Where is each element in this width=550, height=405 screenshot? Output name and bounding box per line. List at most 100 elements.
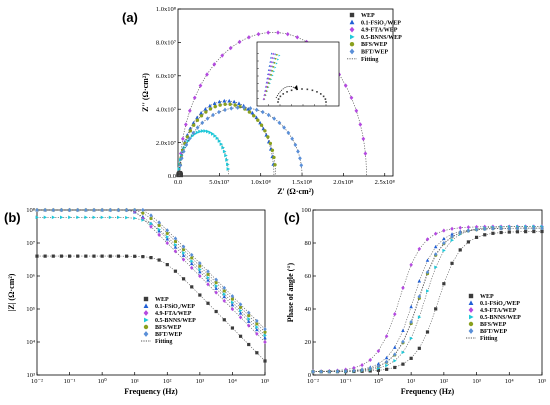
inset-point <box>282 93 285 95</box>
data-point <box>230 294 235 299</box>
data-point <box>214 309 218 314</box>
inset-arrow-curve <box>275 86 299 99</box>
data-point <box>51 207 56 213</box>
data-point <box>259 123 264 127</box>
data-point <box>191 120 196 125</box>
panel-b-ytick-label: 10⁵ <box>26 306 35 313</box>
data-point <box>524 230 528 234</box>
data-point <box>238 315 243 320</box>
inset-point <box>272 52 275 56</box>
panel-a-xtick-label: 5.0x10⁷ <box>209 179 229 186</box>
inset-point <box>277 101 279 103</box>
data-point <box>450 238 454 242</box>
series-4-9-fta-wep <box>35 207 267 345</box>
data-point <box>149 213 153 218</box>
data-point <box>425 237 430 242</box>
data-point <box>507 226 512 231</box>
panel-c-xtick-label: 10⁻² <box>307 378 319 385</box>
data-point <box>376 348 381 354</box>
data-point <box>363 151 368 156</box>
data-point <box>228 45 233 51</box>
data-point <box>466 240 470 244</box>
data-point <box>165 228 170 233</box>
panel-b: (b) 10⁻² 10⁻¹ 10⁰ 10¹ 10² 10³ 10⁴ 10⁵ 10³ 10⁴ 10⁵ 10… <box>4 207 269 396</box>
inset-point <box>272 65 275 68</box>
panel-c-xtick-label: 10¹ <box>407 378 416 385</box>
inset-point <box>271 69 274 72</box>
panel-b-ytick-label: 10⁸ <box>26 207 36 214</box>
data-point <box>482 226 487 232</box>
data-point <box>223 107 227 113</box>
data-point <box>124 207 129 213</box>
data-point <box>178 163 183 168</box>
data-point <box>165 237 170 241</box>
series-wep <box>176 170 183 178</box>
data-point <box>233 103 237 107</box>
data-point <box>425 270 430 275</box>
data-point <box>247 35 251 40</box>
data-point <box>185 135 190 139</box>
data-point <box>100 215 105 220</box>
data-point <box>187 108 192 114</box>
data-point <box>273 163 277 167</box>
panel-a: (a) 0.0 5.0x10⁷ 1.0x10⁸ 1.5x10⁸ 2.0x10⁸ 2.5x10… <box>122 6 402 196</box>
data-point <box>213 133 217 138</box>
data-point <box>189 252 194 258</box>
data-point <box>409 356 413 360</box>
data-point <box>230 303 235 307</box>
data-point <box>198 129 202 134</box>
legend-marker-0-1-fsio-wep <box>468 300 474 305</box>
data-point <box>198 270 202 274</box>
data-point <box>491 226 495 231</box>
fit-line-0-5-bnns-wep <box>37 217 266 336</box>
data-point <box>417 294 422 299</box>
data-point <box>220 53 225 58</box>
panel-c-label: (c) <box>284 210 300 225</box>
data-point <box>368 369 372 373</box>
fit-line-wep <box>37 255 266 362</box>
inset-point <box>286 91 288 93</box>
data-point <box>238 302 243 307</box>
legend-marker-0-1-fsio-wep <box>143 303 149 308</box>
data-point <box>442 236 446 241</box>
data-point <box>385 367 389 371</box>
data-point <box>198 293 202 297</box>
data-point <box>254 115 259 120</box>
panel-a-xtick-label: 1.5x10⁸ <box>292 179 313 186</box>
data-point <box>263 330 267 334</box>
panel-b-xtick-label: 10³ <box>196 378 205 385</box>
data-point <box>499 230 503 235</box>
panel-a-frame <box>177 8 394 177</box>
legend-label-bft-wep: BFT/WEP <box>480 329 507 335</box>
inset <box>256 41 340 107</box>
data-point <box>238 334 243 338</box>
data-point <box>141 207 145 213</box>
panel-b-frame <box>36 209 266 376</box>
data-point <box>474 227 479 232</box>
data-point <box>230 306 235 312</box>
panel-c-xlabel: Frequency (Hz) <box>401 387 455 396</box>
inset-point <box>268 69 271 72</box>
data-point <box>179 173 183 178</box>
panel-a-ytick-label: 2.0x10⁷ <box>156 140 176 147</box>
data-point <box>409 336 414 341</box>
data-point <box>206 269 210 274</box>
data-point <box>208 107 213 111</box>
data-point <box>157 258 161 262</box>
legend-marker-bfs-wep <box>349 42 355 47</box>
legend-label-0-1-fsio-wep: 0.1-FSiO₂/WEP <box>155 304 195 310</box>
data-point <box>393 365 397 370</box>
data-point <box>384 334 389 339</box>
data-point <box>393 352 397 357</box>
data-point <box>393 312 397 317</box>
panel-b-xtick-label: 10⁵ <box>261 378 270 385</box>
data-point <box>189 261 194 266</box>
data-point <box>368 357 373 363</box>
inset-point <box>271 74 274 77</box>
panel-c-xtick-label: 10⁻¹ <box>340 378 352 385</box>
data-point <box>532 226 536 231</box>
data-point <box>133 216 137 221</box>
panel-b-ytick-label: 10⁴ <box>26 339 36 346</box>
inset-point <box>262 97 265 101</box>
panel-a-xtick-label: 2.0x10⁸ <box>333 179 354 186</box>
